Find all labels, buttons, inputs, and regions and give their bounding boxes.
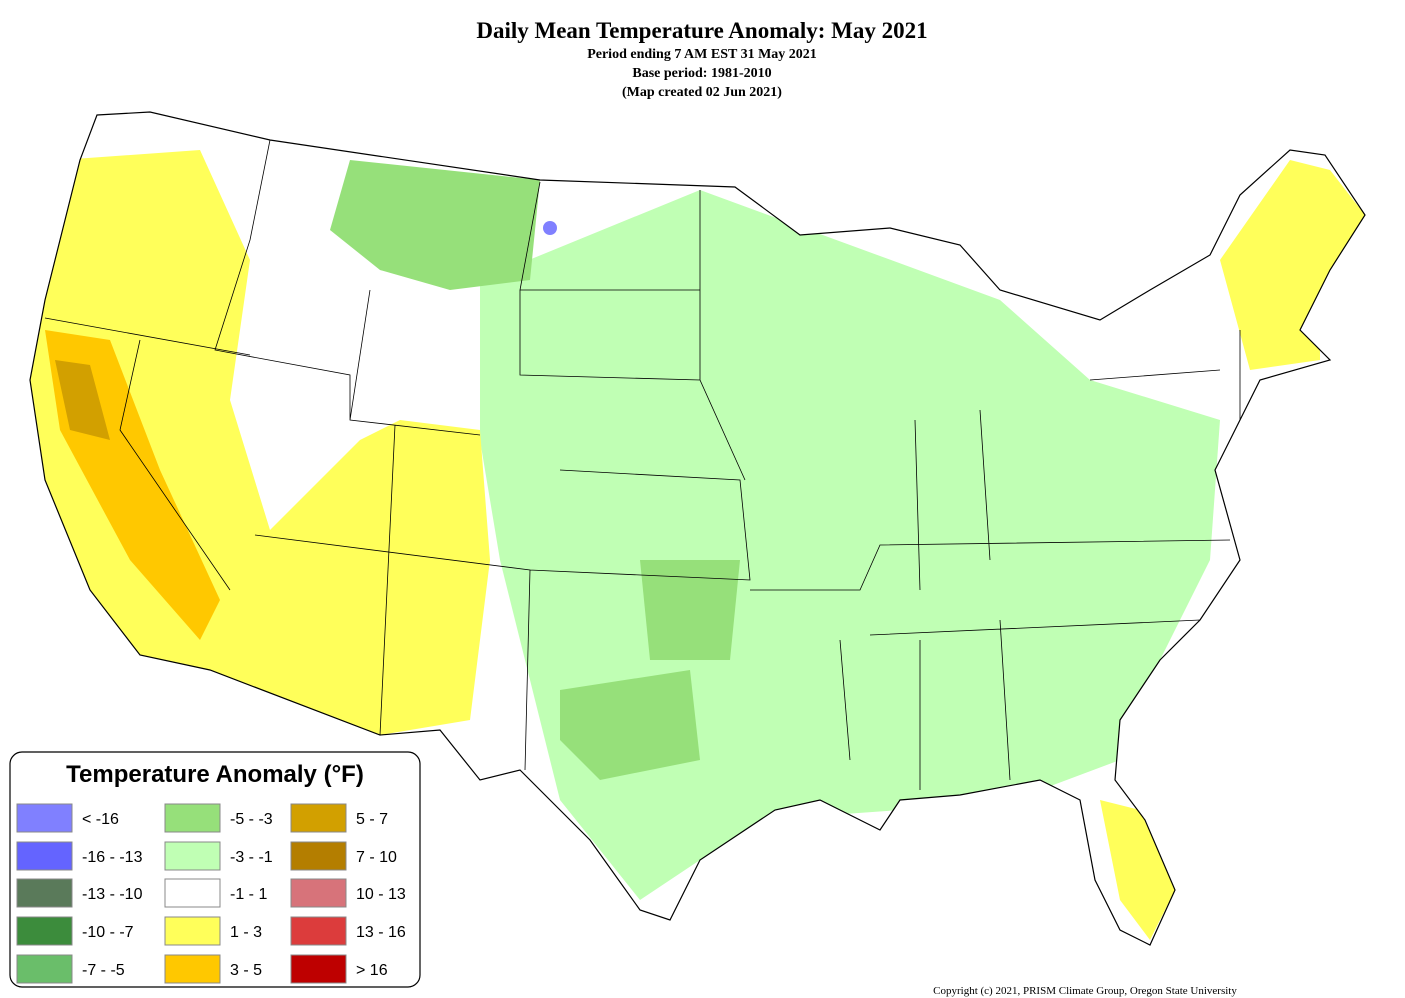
region <box>560 670 700 780</box>
region <box>1100 800 1175 940</box>
legend-label: 3 - 5 <box>230 962 262 979</box>
legend-swatch <box>290 803 347 833</box>
legend-label: -13 - -10 <box>82 886 143 903</box>
legend-title: Temperature Anomaly (°F) <box>66 761 364 788</box>
region <box>30 150 490 735</box>
region <box>640 560 740 660</box>
legend-label: -16 - -13 <box>82 849 143 866</box>
subtitle: Base period: 1981-2010 <box>632 66 771 81</box>
legend-swatch <box>164 954 221 984</box>
legend-swatch <box>16 878 73 908</box>
legend-swatch <box>164 803 221 833</box>
copyright: Copyright (c) 2021, PRISM Climate Group,… <box>933 985 1237 997</box>
legend-label: -10 - -7 <box>82 924 134 941</box>
legend-swatch <box>16 803 73 833</box>
legend-label: -3 - -1 <box>230 849 273 866</box>
legend-label: 1 - 3 <box>230 924 262 941</box>
state-lines <box>44 139 1241 790</box>
subtitle: Period ending 7 AM EST 31 May 2021 <box>587 47 817 62</box>
legend-label: -7 - -5 <box>82 962 125 979</box>
legend: Temperature Anomaly (°F) < -16 -16 - -13 -… <box>9 751 421 988</box>
legend-swatch <box>16 954 73 984</box>
legend-label: 5 - 7 <box>356 811 388 828</box>
legend-label: -1 - 1 <box>230 886 267 903</box>
legend-swatch <box>164 878 221 908</box>
legend-label: 10 - 13 <box>356 886 406 903</box>
country-outline <box>29 111 1366 946</box>
region <box>543 221 557 235</box>
region <box>330 160 540 290</box>
region <box>1220 160 1365 370</box>
legend-swatch <box>290 878 347 908</box>
legend-swatch <box>290 954 347 984</box>
legend-swatch <box>290 841 347 871</box>
legend-swatch <box>164 916 221 946</box>
map-title: Daily Mean Temperature Anomaly: May 2021 <box>476 18 927 43</box>
legend-label: -5 - -3 <box>230 811 273 828</box>
legend-label: 13 - 16 <box>356 924 406 941</box>
legend-swatch <box>16 916 73 946</box>
legend-label: 7 - 10 <box>356 849 397 866</box>
legend-label: < -16 <box>82 811 119 828</box>
legend-swatch <box>164 841 221 871</box>
legend-swatch <box>290 916 347 946</box>
subtitle: (Map created 02 Jun 2021) <box>622 85 782 100</box>
legend-label: > 16 <box>356 962 388 979</box>
legend-swatch <box>16 841 73 871</box>
region <box>55 360 110 440</box>
